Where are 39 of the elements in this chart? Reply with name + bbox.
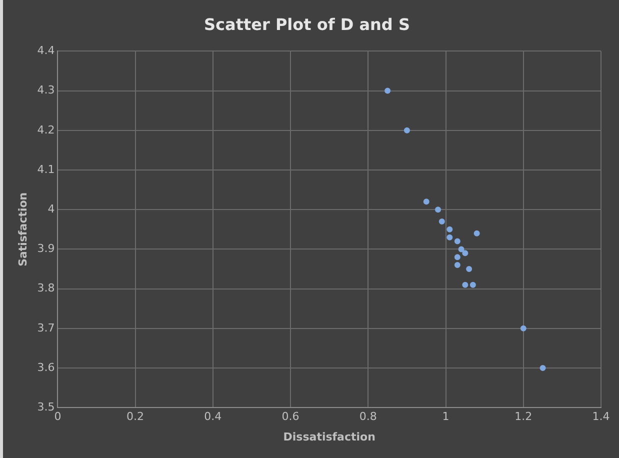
point xyxy=(423,198,430,205)
y-tick-label: 4.1 xyxy=(37,162,55,176)
x-tick-label: 1.4 xyxy=(592,410,610,424)
x-tick-label: 0.6 xyxy=(282,410,300,424)
x-tick-label: 0.2 xyxy=(126,410,144,424)
point xyxy=(466,266,472,272)
point xyxy=(520,325,526,332)
point xyxy=(404,127,410,134)
point xyxy=(458,246,464,252)
x-axis-title: Dissatisfaction xyxy=(283,430,376,444)
y-tick-label: 4.3 xyxy=(37,84,55,97)
x-tick-label: 0.8 xyxy=(359,410,377,424)
y-tick-label: 3.8 xyxy=(37,282,55,295)
y-tick-label: 3.7 xyxy=(37,321,55,334)
point xyxy=(470,282,476,288)
y-tick-label: 3.6 xyxy=(37,360,55,374)
point xyxy=(462,282,468,288)
point xyxy=(446,234,453,240)
x-tick-label: 1 xyxy=(442,410,450,424)
y-tick-label: 3.9 xyxy=(37,242,55,256)
y-tick-label: 4 xyxy=(48,202,55,216)
point xyxy=(454,262,460,268)
chart-title: Scatter Plot of D and S xyxy=(204,14,410,34)
point xyxy=(438,218,445,224)
y-tick-label: 4.4 xyxy=(37,44,55,58)
y-axis-title: Satisfaction xyxy=(16,192,30,266)
y-tick-label: 3.5 xyxy=(37,400,55,414)
point xyxy=(454,238,460,244)
point xyxy=(384,88,391,94)
y-tick-label: 4.2 xyxy=(37,123,55,136)
point xyxy=(462,250,468,256)
point xyxy=(435,206,442,213)
point xyxy=(474,230,480,236)
point xyxy=(446,226,453,232)
point xyxy=(454,254,460,260)
x-tick-label: 0.4 xyxy=(204,410,222,424)
x-tick-label: 1.2 xyxy=(514,410,532,424)
point xyxy=(540,365,546,371)
x-tick-label: 0 xyxy=(54,410,62,424)
